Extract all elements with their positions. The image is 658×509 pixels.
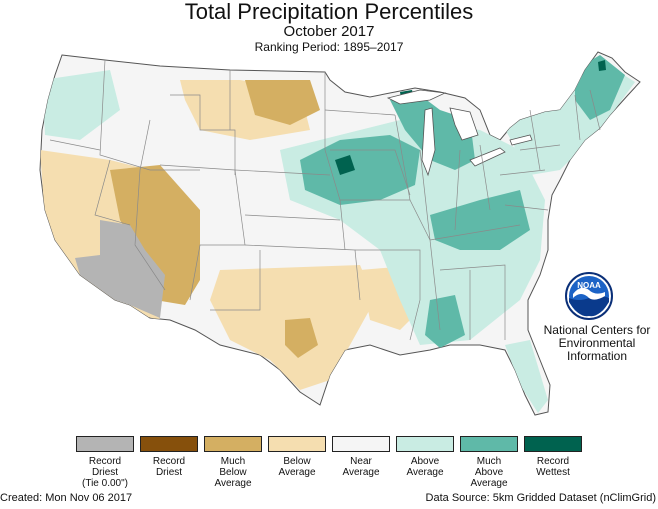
record-driest-region [75,220,165,318]
legend-swatch [204,436,262,452]
legend-label-line: (Tie 0.00") [82,478,128,489]
legend-label-line: Average [406,467,444,478]
legend-label: Record Wettest [518,456,588,478]
legend-item-much-above: Much Above Average [454,436,524,489]
legend-swatch [332,436,390,452]
lake-erie [469,147,506,167]
above-average-region-florida [505,340,548,413]
legend-label-line: Record [152,456,186,467]
data-source: Data Source: 5km Gridded Dataset (nClimG… [425,492,656,504]
much-below-average-region-texas [285,318,318,358]
legend-label-line: Record [536,456,570,467]
legend-swatch [76,436,134,452]
legend-label: Below Average [262,456,332,478]
legend-label-line: Below [283,456,311,467]
legend-label-line: Average [278,467,316,478]
legend-label-line: Much [220,456,246,467]
much-below-average-region-montana [245,80,320,125]
legend-label-line: Near [350,456,372,467]
legend-label-line: Average [214,478,252,489]
legend-swatch [140,436,198,452]
lake-huron [449,107,479,141]
ncei-line-1: National Centers for [543,323,651,337]
ncei-line-3: Information [566,349,628,363]
legend: Record Driest (Tie 0.00") Record Driest … [70,436,590,489]
us-precipitation-map [39,51,641,416]
legend-item-record-driest-tie: Record Driest (Tie 0.00") [70,436,140,489]
state-boundaries [49,59,601,341]
map-subtitle: October 2017 [283,23,375,40]
legend-label-line: Wettest [536,467,570,478]
legend-label-line: Average [470,478,508,489]
lake-superior [386,89,447,105]
legend-label: Above Average [390,456,460,478]
lake-michigan [421,107,436,177]
noaa-logo-text: NOAA [577,281,601,290]
legend-label: Much Below Average [198,456,268,489]
legend-swatch [396,436,454,452]
noaa-logo-icon: NOAA [565,272,613,320]
legend-item-much-below: Much Below Average [198,436,268,489]
created-date: Created: Mon Nov 06 2017 [0,492,133,504]
legend-swatch [460,436,518,452]
legend-label-line: Above [410,456,440,467]
legend-label: Much Above Average [454,456,524,489]
legend-label-line: Driest [155,467,183,478]
ncei-label: National Centers for Environmental Infor… [537,324,657,363]
ranking-period: Ranking Period: 1895–2017 [254,40,404,54]
lake-ontario [509,134,533,146]
record-wettest-region-iowa [335,155,355,175]
legend-item-above: Above Average [390,436,460,478]
much-above-average-region-iowa [300,135,420,205]
legend-label-line: Driest [91,467,119,478]
legend-swatch [524,436,582,452]
ncei-line-2: Environmental [558,336,636,350]
legend-label-line: Average [342,467,380,478]
record-wettest-region-maine [598,60,606,71]
map-title: Total Precipitation Percentiles [184,0,474,24]
legend-label: Record Driest [134,456,204,478]
legend-label: Record Driest (Tie 0.00") [70,456,140,489]
legend-label: Near Average [326,456,396,478]
legend-label-line: Above [474,467,504,478]
much-above-average-region-gulf [425,295,465,348]
legend-swatch [268,436,326,452]
legend-label-line: Much [476,456,502,467]
above-average-region-northwest [42,70,120,140]
legend-item-record-driest: Record Driest [134,436,204,478]
legend-item-near: Near Average [326,436,396,478]
legend-label-line: Record [88,456,122,467]
much-below-average-region-southwest [110,165,200,305]
legend-label-line: Below [219,467,247,478]
much-above-average-region-new-england [575,55,625,120]
legend-item-record-wettest: Record Wettest [518,436,588,478]
legend-item-below: Below Average [262,436,332,478]
